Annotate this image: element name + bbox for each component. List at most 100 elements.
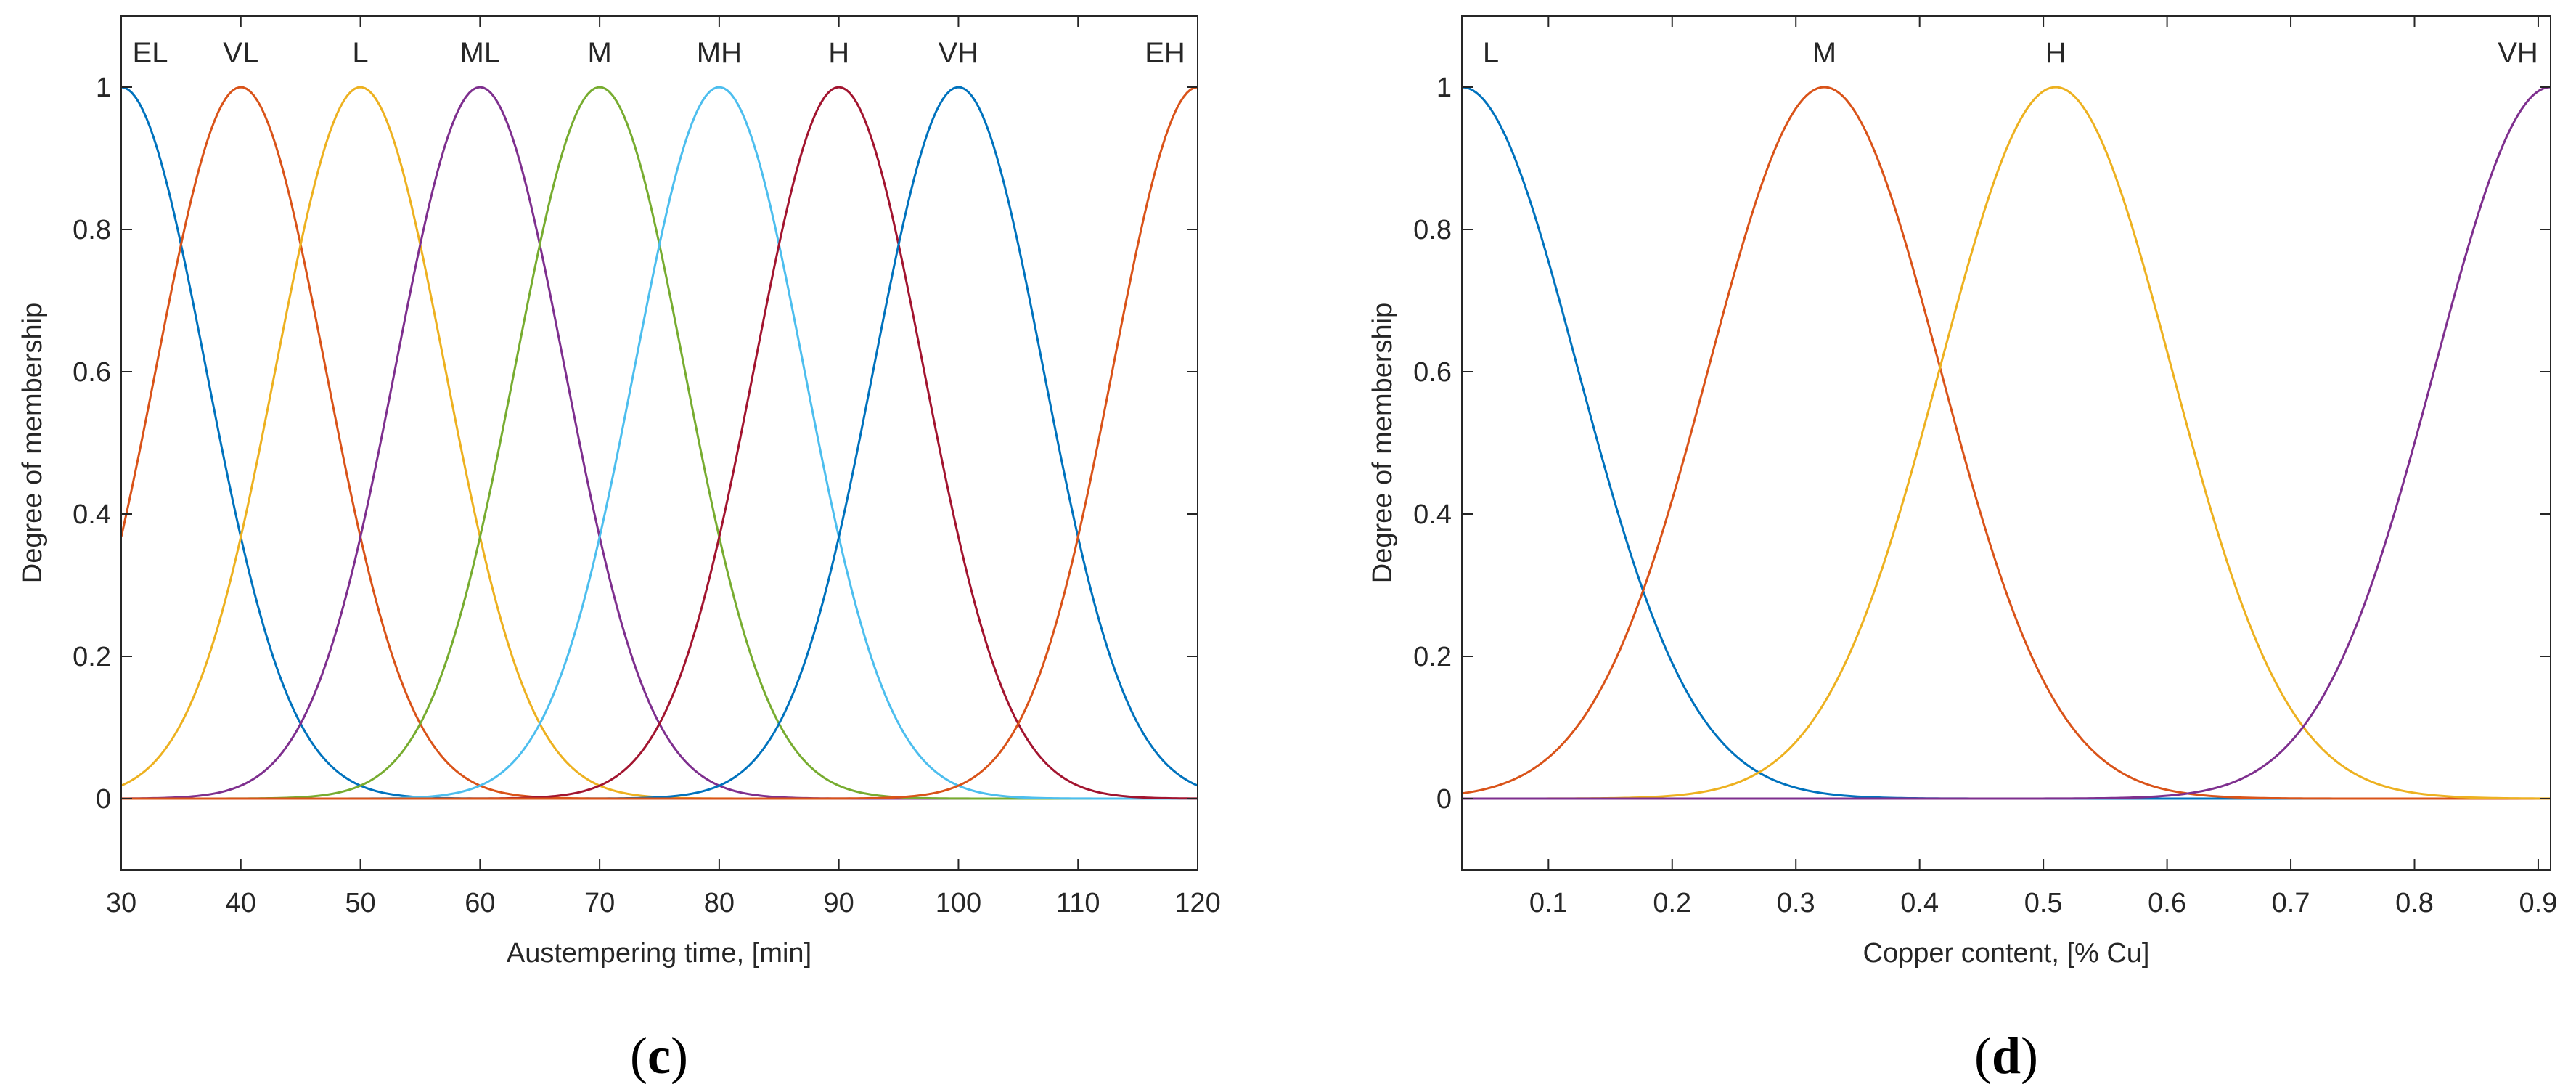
x-tick: 0.5	[2024, 16, 2063, 918]
membership-labels-d: L M H VH	[1483, 37, 2538, 69]
x-tick: 90	[824, 16, 854, 918]
x-ticks-c: 30 40 50 60 70 80 90 100 110 120	[106, 16, 1221, 918]
x-tick-label: 120	[1174, 888, 1220, 918]
x-axis-label-c: Austempering time, [min]	[507, 938, 811, 969]
x-ticks-d: 0.1 0.2 0.3 0.4 0.5 0.6 0.7 0.8 0.9	[1529, 16, 2557, 918]
x-tick-label: 100	[936, 888, 981, 918]
y-tick: 1	[1436, 73, 2551, 103]
series-label-h: H	[2045, 37, 2066, 69]
y-tick-label: 0	[96, 784, 111, 815]
series-label-mh: MH	[697, 37, 742, 69]
axes-box-c	[120, 15, 1198, 871]
y-tick-label: 0.4	[1413, 500, 1452, 530]
x-tick-label: 0.2	[1653, 888, 1691, 918]
y-tick: 0.6	[1413, 357, 2551, 388]
y-tick: 0.2	[1413, 642, 2551, 672]
x-tick: 0.3	[1777, 16, 1815, 918]
axes-box-d	[1461, 15, 2551, 871]
x-tick: 110	[1056, 16, 1100, 918]
y-tick: 0	[1436, 784, 2551, 815]
y-tick-label: 0.8	[73, 215, 111, 245]
x-tick-label: 50	[345, 888, 375, 918]
x-tick-label: 0.1	[1529, 888, 1568, 918]
x-tick: 0.8	[2395, 16, 2434, 918]
series-label-vh: VH	[939, 37, 979, 69]
series-line-eh	[121, 86, 1198, 800]
x-tick: 0.7	[2272, 16, 2310, 918]
membership-curves-d	[1461, 86, 2551, 800]
y-tick-label: 0.6	[73, 357, 111, 388]
y-tick-label: 0.8	[1413, 215, 1452, 245]
x-tick: 0.4	[1900, 16, 1939, 918]
series-label-m: M	[1812, 37, 1836, 69]
x-tick: 0.2	[1653, 16, 1691, 918]
membership-labels-c: EL VL L ML M MH H VH EH	[133, 37, 1185, 69]
x-tick-label: 0.6	[2148, 888, 2186, 918]
y-tick-label: 0.4	[73, 500, 111, 530]
x-tick-label: 30	[106, 888, 136, 918]
y-tick-label: 0.2	[1413, 642, 1452, 672]
series-line-h	[1462, 86, 2551, 800]
x-axis-label-d: Copper content, [% Cu]	[1863, 938, 2150, 969]
y-tick-label: 0.2	[73, 642, 111, 672]
x-tick-label: 90	[824, 888, 854, 918]
x-tick-label: 60	[465, 888, 495, 918]
y-ticks-d: 0 0.2 0.4 0.6 0.8 1	[1413, 73, 2551, 815]
y-axis-label-c: Degree of membership	[17, 303, 48, 584]
x-tick: 100	[936, 16, 981, 918]
x-tick-label: 0.8	[2395, 888, 2434, 918]
x-tick: 0.1	[1529, 16, 1568, 918]
y-tick: 0.8	[1413, 215, 2551, 245]
panel-label-c: (c)	[630, 1027, 688, 1084]
series-label-ml: ML	[460, 37, 501, 69]
x-tick: 0.9	[2519, 16, 2557, 918]
x-tick: 50	[345, 16, 376, 918]
panel-letter-d: d	[1992, 1027, 2021, 1084]
y-axis-label-d: Degree of membership	[1367, 303, 1398, 584]
series-label-el: EL	[133, 37, 168, 69]
x-tick: 0.6	[2148, 16, 2186, 918]
y-tick: 0.4	[1413, 500, 2551, 530]
x-tick: 40	[226, 16, 256, 918]
y-tick-label: 0	[1436, 784, 1452, 815]
x-tick-label: 0.4	[1900, 888, 1939, 918]
series-label-h: H	[828, 37, 849, 69]
panel-label-d: (d)	[1974, 1027, 2038, 1084]
x-tick-label: 0.3	[1777, 888, 1815, 918]
series-label-eh: EH	[1145, 37, 1185, 69]
membership-curves-c	[120, 86, 1198, 800]
x-tick-label: 70	[584, 888, 615, 918]
x-tick: 70	[584, 16, 615, 918]
y-tick-label: 0.6	[1413, 357, 1452, 388]
x-tick-label: 0.5	[2024, 888, 2063, 918]
y-tick: 0.6	[73, 357, 1198, 388]
chart-panel-c: EL VL L ML M MH H VH EH 30 40 50 60 70 80 90 100 110 120 …	[17, 15, 1221, 1084]
x-tick-label: 0.7	[2272, 888, 2310, 918]
x-tick-label: 80	[704, 888, 735, 918]
series-line-m	[1461, 86, 2551, 800]
series-label-vl: VL	[223, 37, 258, 69]
plot-area-d	[1462, 16, 2551, 870]
x-tick-label: 40	[226, 888, 256, 918]
y-tick-label: 1	[1436, 73, 1452, 103]
panel-letter-c: c	[647, 1027, 671, 1084]
y-ticks-c: 0 0.2 0.4 0.6 0.8 1	[73, 73, 1198, 815]
y-tick: 0.4	[73, 500, 1198, 530]
x-tick-label: 110	[1056, 888, 1100, 918]
x-tick: 120	[1174, 16, 1221, 918]
x-tick: 30	[106, 16, 136, 918]
x-tick: 80	[704, 16, 735, 918]
y-tick: 1	[96, 73, 1198, 103]
series-label-l: L	[352, 37, 368, 69]
x-tick: 60	[465, 16, 495, 918]
chart-panel-d: L M H VH 0.1 0.2 0.3 0.4 0.5 0.6 0.7 0.8 0.9 00.20.…	[1367, 15, 2557, 1084]
series-label-l: L	[1483, 37, 1499, 69]
plot-area-c	[121, 16, 1198, 870]
y-tick-label: 1	[96, 73, 111, 103]
y-tick: 0.2	[73, 642, 1198, 672]
series-label-m: M	[587, 37, 611, 69]
y-tick: 0	[96, 784, 1198, 815]
series-label-vh: VH	[2498, 37, 2538, 69]
series-line-vh	[1462, 86, 2551, 800]
